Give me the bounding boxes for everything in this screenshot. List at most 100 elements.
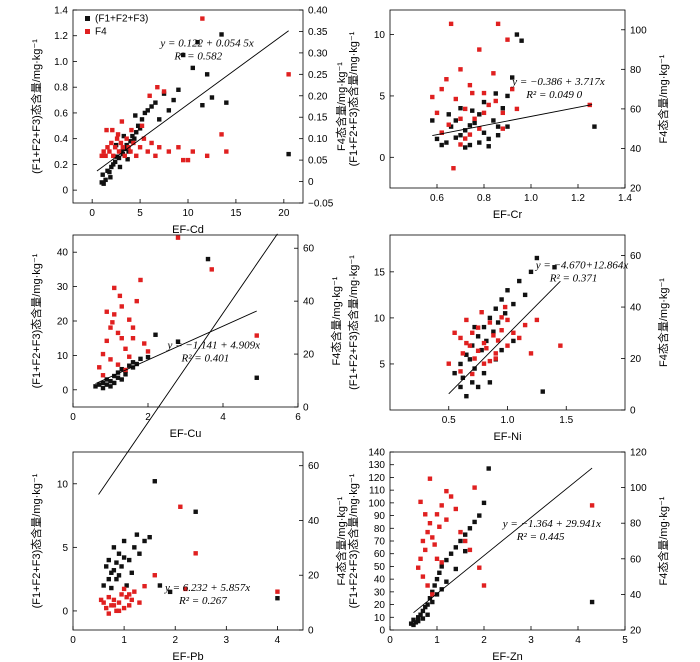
point-f1f2f3 [589,599,595,605]
point-f4 [558,343,563,348]
point-f1f2f3 [464,393,469,399]
point-f1f2f3 [127,557,132,563]
point-f1f2f3 [100,385,106,391]
x-tick-label: 1 [434,635,440,646]
point-f4 [439,503,444,508]
point-f1f2f3 [134,532,140,537]
y-left-tick-label: 10 [57,351,69,362]
point-f1f2f3 [487,315,493,321]
x-axis-label: EF-Ni [493,431,521,443]
point-f1f2f3 [135,123,141,128]
y-right-tick-label: 40 [630,590,642,601]
r-squared: R² = 0.371 [549,272,598,284]
y-right-tick-label: 100 [630,483,647,494]
x-axis-label: EF-Cu [170,428,202,440]
y-right-tick-label: 20 [308,571,320,582]
point-f1f2f3 [127,363,132,368]
point-f1f2f3 [528,269,534,275]
legend-marker-f1f2f3 [85,16,90,21]
point-f4 [458,369,463,374]
point-f4 [176,145,181,150]
point-f4 [500,110,505,116]
point-f4 [528,351,534,356]
point-f4 [149,140,154,146]
y-right-tick-label: 0.20 [308,91,328,102]
point-f4 [418,499,423,505]
point-f1f2f3 [472,324,477,330]
point-f1f2f3 [275,596,280,601]
point-f4 [453,506,458,512]
r-squared: R² = 0.049 0 [525,89,582,101]
point-f1f2f3 [153,332,158,337]
point-f1f2f3 [511,301,516,307]
point-f4 [124,136,129,141]
point-f4 [464,317,469,323]
point-f4 [193,551,198,556]
point-f1f2f3 [100,172,105,177]
point-f1f2f3 [104,377,109,382]
point-f1f2f3 [495,320,501,325]
y-left-tick-label: 0.4 [54,134,68,145]
point-f4 [484,346,489,351]
x-tick-label: 5 [137,208,143,219]
point-f1f2f3 [224,100,229,105]
point-f1f2f3 [472,120,477,126]
point-f4 [470,330,475,335]
point-f4 [510,86,515,92]
point-f1f2f3 [434,576,440,582]
point-f4 [487,358,493,364]
y-right-axis-label: F4态含量/mg·kg⁻¹ [334,62,348,151]
y-left-tick-label: 0 [62,186,68,197]
point-f4 [142,341,147,346]
point-f1f2f3 [132,545,137,550]
point-f1f2f3 [463,128,468,133]
point-f1f2f3 [142,110,148,116]
point-f1f2f3 [134,130,139,135]
point-f1f2f3 [444,579,449,584]
point-f1f2f3 [112,159,118,165]
point-f1f2f3 [133,113,138,118]
x-tick-label: 0.8 [477,193,491,204]
point-f1f2f3 [286,151,291,157]
y-right-tick-label: 40 [630,144,642,155]
point-f4 [522,322,528,328]
point-f4 [103,153,108,159]
point-f4 [185,157,191,163]
point-f1f2f3 [103,177,108,183]
point-f4 [425,583,430,588]
point-f4 [110,320,115,325]
y-right-tick-label: 40 [630,303,642,314]
point-f1f2f3 [430,599,435,605]
point-f1f2f3 [152,479,157,484]
point-f4 [107,149,112,154]
point-f1f2f3 [137,551,142,556]
point-f4 [110,127,115,133]
point-f1f2f3 [142,538,147,544]
point-f1f2f3 [434,136,440,142]
point-f4 [254,333,259,338]
point-f4 [119,119,125,124]
y-right-tick-label: 100 [630,25,647,36]
y-right-tick-label: 40 [303,297,315,308]
y-left-tick-label: 20 [57,317,69,328]
point-f1f2f3 [499,347,504,353]
point-f1f2f3 [176,87,181,92]
point-f4 [129,597,134,603]
point-f4 [117,293,123,299]
point-f1f2f3 [109,164,114,170]
point-f4 [470,371,475,377]
point-f1f2f3 [453,545,458,550]
point-f4 [500,126,505,131]
point-f1f2f3 [464,352,469,357]
point-f4 [127,592,132,597]
point-f1f2f3 [115,370,121,375]
point-f1f2f3 [200,103,205,108]
point-f4 [444,77,449,82]
point-f1f2f3 [112,373,117,379]
point-f1f2f3 [157,117,162,122]
x-axis-label: EF-Cd [172,224,204,236]
point-f1f2f3 [111,162,116,167]
point-f1f2f3 [108,175,113,180]
point-f1f2f3 [439,142,444,148]
point-f4 [453,96,458,102]
